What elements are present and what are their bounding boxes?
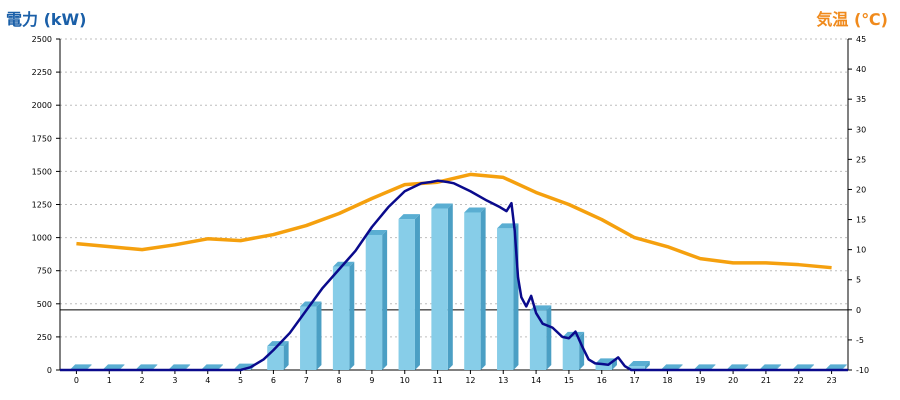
x-axis-tick-label: 20 <box>728 376 738 385</box>
bar-top <box>202 364 223 369</box>
x-axis-tick-label: 13 <box>498 376 508 385</box>
x-axis-tick-label: 8 <box>337 376 342 385</box>
bar-top <box>661 364 682 369</box>
bar <box>530 310 546 370</box>
bar <box>399 219 415 370</box>
x-axis-tick-label: 22 <box>794 376 804 385</box>
x-axis-tick-label: 10 <box>400 376 410 385</box>
bar <box>497 228 513 370</box>
right-axis-tick-label: 30 <box>856 125 866 134</box>
left-axis-tick-label: 2250 <box>32 68 52 77</box>
x-axis-tick-label: 9 <box>369 376 374 385</box>
bar-top <box>793 364 814 369</box>
bar-top <box>727 364 748 369</box>
left-axis-tick-label: 1750 <box>32 134 52 143</box>
x-axis-tick-label: 6 <box>271 376 276 385</box>
right-axis-tick-label: 20 <box>856 185 866 194</box>
right-axis-tick-label: 5 <box>856 276 861 285</box>
left-axis-tick-label: 1500 <box>32 167 52 176</box>
x-axis-tick-label: 17 <box>629 376 639 385</box>
x-axis-tick-label: 21 <box>761 376 771 385</box>
left-axis-tick-label: 750 <box>37 267 52 276</box>
left-axis-tick-label: 2000 <box>32 101 52 110</box>
bar-side <box>448 203 453 370</box>
left-axis-tick-label: 2500 <box>32 35 52 44</box>
right-axis-tick-label: 45 <box>856 35 866 44</box>
bar-top <box>169 364 190 369</box>
right-axis-tick-label: 25 <box>856 155 866 164</box>
bar-top <box>103 364 124 369</box>
right-axis-tick-label: 35 <box>856 95 866 104</box>
bar-top <box>825 364 846 369</box>
right-axis-tick-label: 40 <box>856 65 866 74</box>
right-axis-tick-label: 10 <box>856 246 866 255</box>
right-axis-tick-label: -5 <box>856 336 864 345</box>
left-axis-tick-label: 1000 <box>32 234 52 243</box>
x-axis-tick-label: 18 <box>662 376 672 385</box>
bar-side <box>546 305 551 370</box>
x-axis-tick-label: 12 <box>465 376 475 385</box>
x-axis-tick-label: 19 <box>695 376 705 385</box>
bar <box>563 337 579 370</box>
x-axis-tick-label: 3 <box>172 376 177 385</box>
x-axis-tick-label: 7 <box>304 376 309 385</box>
bar-top <box>694 364 715 369</box>
bar <box>431 208 447 370</box>
bar-top <box>70 364 91 369</box>
bar-side <box>415 214 420 370</box>
bar-side <box>284 341 289 370</box>
bar <box>464 212 480 370</box>
x-axis-tick-label: 1 <box>107 376 112 385</box>
x-axis-tick-label: 23 <box>826 376 836 385</box>
left-axis-tick-label: 0 <box>47 366 52 375</box>
right-axis-tick-label: 15 <box>856 216 866 225</box>
x-axis-tick-label: 11 <box>432 376 442 385</box>
bar-side <box>316 301 321 370</box>
x-axis-tick-label: 15 <box>564 376 574 385</box>
left-axis-tick-label: 500 <box>37 300 52 309</box>
x-axis-tick-label: 4 <box>205 376 210 385</box>
bar <box>366 235 382 370</box>
x-axis-tick-label: 2 <box>140 376 145 385</box>
right-axis-tick-label: -10 <box>856 366 869 375</box>
right-axis-tick-label: 0 <box>856 306 861 315</box>
x-axis-tick-label: 0 <box>74 376 79 385</box>
bar-side <box>349 262 354 370</box>
bar-side <box>382 230 387 370</box>
x-axis-tick-label: 14 <box>531 376 541 385</box>
bar-top <box>136 364 157 369</box>
bar <box>333 267 349 370</box>
x-axis-tick-label: 16 <box>597 376 607 385</box>
left-axis-tick-label: 250 <box>37 333 52 342</box>
x-axis-tick-label: 5 <box>238 376 243 385</box>
bar-top <box>760 364 781 369</box>
temperature-line <box>76 174 831 267</box>
bar-side <box>481 207 486 370</box>
power-line <box>60 181 848 370</box>
left-axis-tick-label: 1250 <box>32 201 52 210</box>
